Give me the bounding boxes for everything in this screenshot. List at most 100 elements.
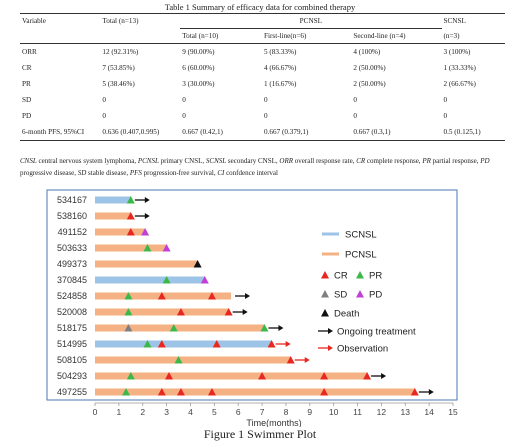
abbreviation-term: SCNSL: [205, 157, 227, 165]
table-cell-variable: 6-month PFS, 95%CI: [22, 128, 85, 136]
patient-id-label: 508105: [57, 355, 87, 365]
table-cell-first-line: 0: [264, 112, 268, 120]
patient-bar: [95, 356, 291, 364]
patient-bar: [95, 372, 368, 380]
legend-marker-pd: [356, 290, 364, 298]
legend-label-pcnsl: PCNSL: [345, 250, 377, 261]
abbreviation-definition: central nervous system lymphoma,: [36, 157, 138, 165]
table-cell-pcnsl-total: 0: [182, 112, 186, 120]
event-marker-cr: [157, 340, 166, 348]
patient-id-label: 499373: [57, 259, 87, 269]
event-marker-cr: [258, 372, 267, 380]
table-cell-first-line: 5 (83.33%): [264, 48, 297, 56]
header-scnsl-n: (n=3): [443, 31, 460, 40]
header-blank-1: [20, 29, 100, 44]
status-arrow-head: [242, 309, 248, 315]
table-cell-first-line: 0.667 (0.379,1): [264, 128, 309, 136]
table-cell-first-line: 1 (16.67%): [264, 80, 297, 88]
status-arrow-head: [285, 341, 291, 347]
event-marker-pr: [143, 340, 152, 348]
table-cell-scnsl: 0: [443, 112, 448, 120]
table-cell-pcnsl-total: 6 (60.00%): [182, 64, 215, 72]
status-arrow-head: [245, 293, 251, 299]
x-tick-label: 9: [307, 407, 312, 417]
abbreviation-term: PD: [480, 157, 490, 165]
patient-id-label: 524858: [57, 291, 87, 301]
event-marker-pr: [126, 196, 135, 204]
abbreviation-definition: progression-free survival,: [141, 168, 218, 177]
legend-arrow-ongoing-head: [328, 328, 333, 334]
x-tick-label: 15: [448, 407, 458, 417]
table-title: Table 1 Summary of efficacy data for com…: [164, 2, 356, 12]
plot-frame: [46, 189, 458, 401]
patient-bar: [95, 228, 146, 236]
event-marker-cr: [363, 372, 372, 380]
event-marker-cr: [176, 388, 185, 396]
event-marker-pr: [124, 308, 133, 316]
x-tick-label: 11: [353, 407, 362, 417]
header-blank-2: [100, 29, 180, 44]
x-tick-label: 7: [260, 407, 265, 417]
x-tick-label: 6: [236, 407, 241, 417]
table-cell-pcnsl-total: 3 (30.00%): [182, 80, 215, 88]
abbreviation-definition: secondary CNSL,: [226, 157, 280, 165]
table-cell-second-line: 0.667 (0.3,1): [353, 128, 391, 136]
x-tick-label: 1: [116, 407, 121, 417]
header-first-line: First-line(n=6): [264, 32, 307, 40]
table-cell-scnsl: 0.5 (0.125,1): [443, 128, 481, 136]
patient-id-label: 518175: [57, 323, 87, 333]
event-marker-cr: [212, 340, 221, 348]
legend-label-scnsl: SCNSL: [345, 230, 377, 241]
event-marker-pr: [169, 324, 178, 332]
patient-bar: [95, 244, 167, 252]
patient-bar: [95, 260, 198, 268]
table-cell-variable: CR: [22, 64, 32, 72]
abbreviation-term: ORR: [279, 157, 294, 165]
legend-marker-sd: [321, 290, 329, 298]
legend-label-death: Death: [334, 309, 359, 320]
header-total: Total (n=13): [102, 17, 139, 26]
event-marker-cr: [157, 292, 166, 300]
table-cell-pcnsl-total: 0: [182, 96, 186, 104]
event-marker-cr: [207, 388, 216, 396]
status-arrow-head: [144, 197, 150, 203]
abbreviation-note: CNSL central nervous system lymphoma, PC…: [20, 156, 505, 179]
table-cell-second-line: 0: [353, 112, 357, 120]
abbreviation-definition: stable disease,: [86, 168, 130, 177]
event-marker-pd: [200, 276, 209, 284]
table-cell-variable: PD: [22, 112, 32, 120]
event-marker-pr: [124, 292, 133, 300]
header-second-line: Second-line (n=4): [353, 32, 406, 40]
patient-bar: [95, 308, 229, 316]
patient-id-label: 491152: [58, 227, 87, 237]
table-cell-variable: PR: [22, 80, 31, 88]
event-marker-pr: [126, 372, 135, 380]
header-scnsl: SCNSL: [443, 17, 466, 26]
x-tick-label: 14: [424, 407, 434, 417]
abbreviation-term: SD: [77, 168, 87, 177]
table-row: PD 0 0 0 0 0: [20, 108, 505, 124]
patient-bar: [95, 196, 131, 204]
event-marker-pr: [162, 276, 171, 284]
patient-id-label: 504293: [57, 371, 87, 381]
table-cell-total: 0: [102, 112, 106, 120]
patient-id-label: 534167: [57, 195, 87, 205]
legend-label-cr: CR: [334, 271, 348, 282]
event-marker-cr: [267, 340, 276, 348]
event-marker-cr: [224, 308, 233, 316]
abbreviation-term: PFS: [129, 168, 142, 177]
patient-id-label: 538160: [57, 211, 87, 221]
table-cell-variable: SD: [22, 96, 32, 104]
abbreviation-definition: complete response,: [365, 157, 423, 165]
swimmer-plot: 5341675381604911525036334993733708455248…: [46, 189, 458, 427]
x-tick-label: 4: [188, 407, 193, 417]
x-tick-label: 10: [329, 407, 339, 417]
x-tick-label: 3: [164, 407, 169, 417]
patient-bar: [95, 324, 265, 332]
table-cell-total: 7 (53.85%): [102, 64, 135, 72]
event-marker-sd: [124, 324, 133, 332]
event-marker-pr: [143, 244, 152, 252]
event-marker-pr: [122, 388, 131, 396]
legend-label-pd: PD: [369, 290, 382, 301]
patient-id-label: 370845: [57, 275, 87, 285]
